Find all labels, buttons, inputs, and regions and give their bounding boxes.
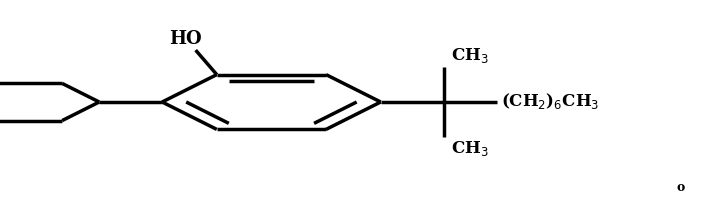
Text: HO: HO [168, 30, 202, 48]
Text: CH$_3$: CH$_3$ [451, 46, 489, 65]
Text: CH$_3$: CH$_3$ [451, 139, 489, 158]
Text: (CH$_2$)$_6$CH$_3$: (CH$_2$)$_6$CH$_3$ [501, 91, 599, 111]
Text: o: o [676, 181, 685, 194]
